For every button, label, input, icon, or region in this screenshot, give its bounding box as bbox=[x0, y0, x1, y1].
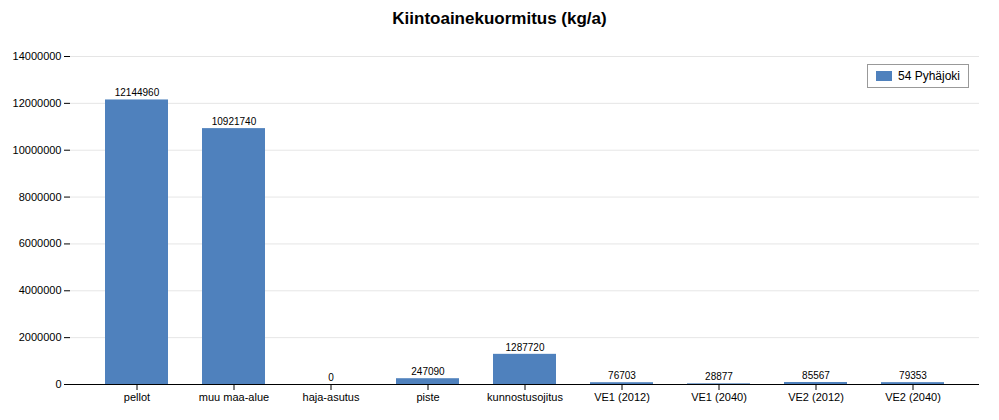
svg-text:0: 0 bbox=[328, 372, 334, 383]
svg-text:28877: 28877 bbox=[705, 371, 733, 382]
svg-text:12144960: 12144960 bbox=[115, 87, 160, 98]
svg-text:8000000: 8000000 bbox=[19, 191, 62, 203]
svg-text:10000000: 10000000 bbox=[13, 144, 62, 156]
svg-text:1287720: 1287720 bbox=[506, 342, 545, 353]
svg-text:piste: piste bbox=[416, 391, 439, 403]
svg-text:85567: 85567 bbox=[802, 370, 830, 381]
svg-text:6000000: 6000000 bbox=[19, 237, 62, 249]
svg-text:79353: 79353 bbox=[899, 370, 927, 381]
svg-text:VE1 (2012): VE1 (2012) bbox=[594, 391, 650, 403]
svg-text:4000000: 4000000 bbox=[19, 284, 62, 296]
svg-text:pellot: pellot bbox=[124, 391, 150, 403]
svg-text:2000000: 2000000 bbox=[19, 331, 62, 343]
svg-text:muu maa-alue: muu maa-alue bbox=[199, 391, 269, 403]
svg-text:kunnostusojitus: kunnostusojitus bbox=[487, 391, 563, 403]
svg-text:haja-asutus: haja-asutus bbox=[303, 391, 360, 403]
html-text:Kiintoainekuormitus (kg/a): Kiintoainekuormitus (kg/a) bbox=[392, 9, 607, 28]
svg-text:14000000: 14000000 bbox=[13, 50, 62, 62]
svg-text:12000000: 12000000 bbox=[13, 97, 62, 109]
svg-text:10921740: 10921740 bbox=[212, 116, 257, 127]
svg-text:VE2 (2040): VE2 (2040) bbox=[885, 391, 941, 403]
svg-text:VE1 (2040): VE1 (2040) bbox=[691, 391, 747, 403]
svg-text:VE2 (2012): VE2 (2012) bbox=[788, 391, 844, 403]
svg-text:247090: 247090 bbox=[411, 366, 445, 377]
html-text:54 Pyhäjoki: 54 Pyhäjoki bbox=[898, 69, 960, 83]
svg-text:0: 0 bbox=[55, 378, 61, 390]
svg-text:76703: 76703 bbox=[608, 370, 636, 381]
